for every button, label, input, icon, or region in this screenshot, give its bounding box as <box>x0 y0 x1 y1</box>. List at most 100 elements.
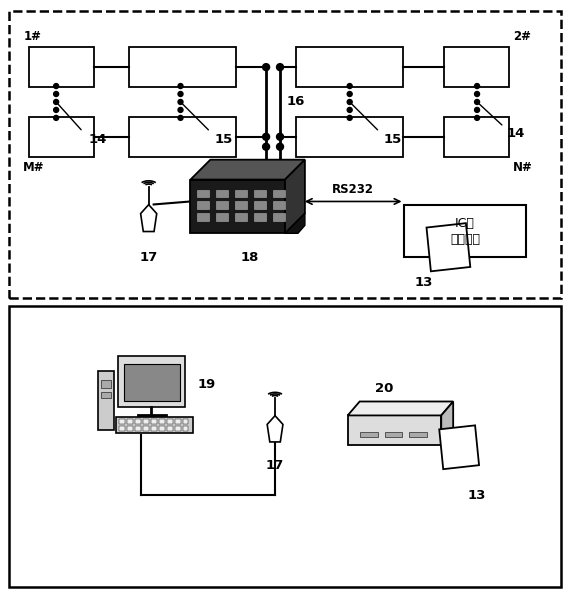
Bar <box>254 190 266 197</box>
Text: 14: 14 <box>89 134 107 146</box>
Bar <box>273 190 285 197</box>
Bar <box>151 420 156 424</box>
Polygon shape <box>348 415 441 445</box>
Polygon shape <box>285 213 305 233</box>
Circle shape <box>475 83 480 89</box>
Circle shape <box>276 143 284 150</box>
Bar <box>198 213 210 221</box>
Polygon shape <box>427 223 471 271</box>
Circle shape <box>276 134 284 140</box>
Bar <box>216 190 228 197</box>
Bar <box>183 426 188 432</box>
Bar <box>101 380 111 387</box>
Text: 13: 13 <box>467 489 485 502</box>
Text: 17: 17 <box>266 459 284 472</box>
Text: 20: 20 <box>375 381 393 395</box>
Bar <box>119 426 125 432</box>
Bar <box>159 426 164 432</box>
Bar <box>159 420 164 424</box>
Polygon shape <box>348 402 453 415</box>
Bar <box>175 420 180 424</box>
Text: 1#: 1# <box>23 30 41 44</box>
Bar <box>98 371 114 430</box>
Bar <box>254 201 266 209</box>
Bar <box>404 206 526 257</box>
Bar <box>235 201 247 209</box>
Text: 19: 19 <box>198 378 216 390</box>
Circle shape <box>178 107 183 113</box>
Circle shape <box>475 100 480 104</box>
Bar <box>167 426 172 432</box>
Circle shape <box>263 134 270 140</box>
Bar <box>296 117 404 157</box>
Bar <box>29 47 94 87</box>
Bar <box>235 190 247 197</box>
Bar <box>135 420 140 424</box>
Bar <box>151 426 156 432</box>
Circle shape <box>54 83 59 89</box>
Text: N#: N# <box>513 161 533 173</box>
Bar <box>216 201 228 209</box>
Text: IC卡: IC卡 <box>455 217 475 230</box>
Text: RS232: RS232 <box>332 182 373 195</box>
Bar <box>360 432 377 437</box>
Circle shape <box>178 116 183 120</box>
Bar <box>384 432 403 437</box>
Bar <box>135 426 140 432</box>
Text: M#: M# <box>23 161 45 173</box>
Bar <box>9 11 561 298</box>
Bar <box>254 213 266 221</box>
Bar <box>101 392 111 398</box>
Circle shape <box>54 92 59 97</box>
Bar <box>296 47 404 87</box>
Text: 16: 16 <box>287 95 305 108</box>
Polygon shape <box>441 402 453 445</box>
Bar <box>129 47 236 87</box>
Bar <box>198 201 210 209</box>
Text: 15: 15 <box>384 134 402 146</box>
Bar <box>116 417 194 433</box>
Bar <box>175 426 180 432</box>
Bar <box>273 213 285 221</box>
Circle shape <box>178 83 183 89</box>
Circle shape <box>178 100 183 104</box>
Bar <box>143 420 148 424</box>
Circle shape <box>475 92 480 97</box>
Circle shape <box>263 64 270 70</box>
Circle shape <box>347 83 352 89</box>
Bar <box>183 420 188 424</box>
Bar <box>127 426 132 432</box>
Bar <box>9 306 561 586</box>
Text: 13: 13 <box>415 275 433 288</box>
Bar <box>216 213 228 221</box>
Bar <box>235 213 247 221</box>
Bar <box>29 117 94 157</box>
Circle shape <box>54 107 59 113</box>
Bar <box>444 117 509 157</box>
Circle shape <box>263 143 270 150</box>
Polygon shape <box>267 415 283 442</box>
Bar <box>118 356 186 408</box>
Bar <box>124 364 179 402</box>
Bar <box>127 420 132 424</box>
Polygon shape <box>191 160 305 179</box>
Circle shape <box>347 116 352 120</box>
Circle shape <box>178 92 183 97</box>
Text: 14: 14 <box>507 128 525 140</box>
Bar <box>198 190 210 197</box>
Circle shape <box>54 100 59 104</box>
Bar <box>444 47 509 87</box>
Circle shape <box>347 92 352 97</box>
Text: 17: 17 <box>139 252 158 264</box>
Bar <box>409 432 427 437</box>
Bar <box>129 117 236 157</box>
Polygon shape <box>140 204 156 231</box>
Circle shape <box>347 100 352 104</box>
Polygon shape <box>191 179 285 233</box>
Bar <box>273 201 285 209</box>
Text: 控制终端: 控制终端 <box>450 233 480 246</box>
Text: 18: 18 <box>241 252 259 264</box>
Circle shape <box>276 64 284 70</box>
Bar <box>143 426 148 432</box>
Text: 2#: 2# <box>513 30 531 44</box>
